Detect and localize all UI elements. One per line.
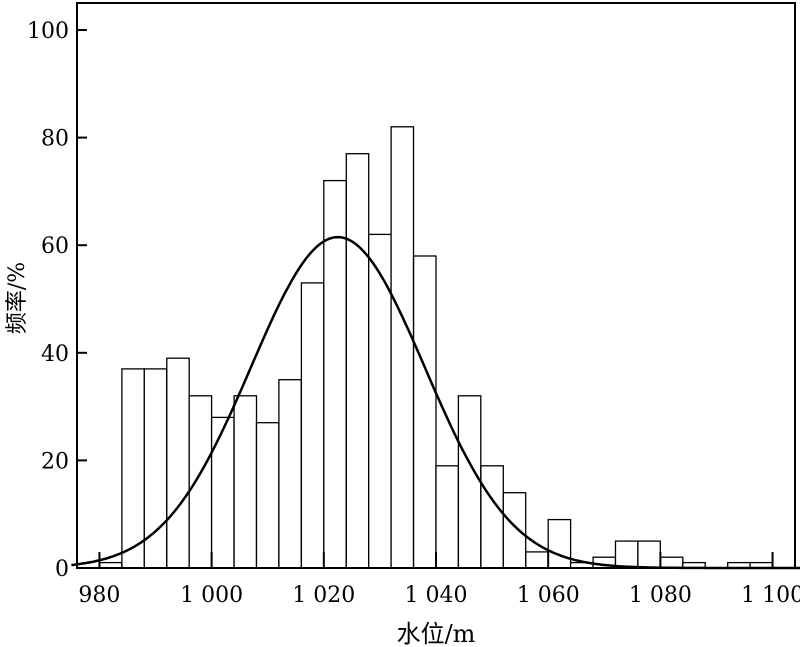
- histogram-bar: [525, 551, 549, 569]
- histogram-bar: [210, 416, 235, 569]
- x-tick-label: 1 080: [629, 583, 692, 608]
- histogram-bar: [255, 422, 280, 569]
- y-tick-label: 20: [41, 449, 69, 474]
- histogram-bar: [390, 126, 415, 569]
- x-tick-label: 1 100: [741, 583, 800, 608]
- histogram-bar: [300, 282, 325, 569]
- histogram-bar: [614, 540, 639, 569]
- bars-group: [98, 126, 774, 569]
- x-axis-label: 水位/m: [397, 620, 476, 647]
- x-tick-label: 980: [78, 583, 120, 608]
- y-tick-label: 40: [41, 342, 69, 367]
- histogram-bar: [502, 492, 527, 569]
- histogram-bar: [345, 153, 370, 569]
- x-tick-label: 1 060: [517, 583, 580, 608]
- histogram-bar: [121, 368, 145, 569]
- histogram-bar: [547, 518, 572, 569]
- histogram-bar: [412, 255, 437, 569]
- y-axis-label: 频率/%: [5, 262, 30, 334]
- histogram-bar: [659, 556, 684, 569]
- histogram-bar: [278, 379, 302, 569]
- histogram-bar: [233, 395, 258, 569]
- histogram-bar: [480, 465, 504, 569]
- histogram-bar: [166, 357, 190, 569]
- histogram-bar: [637, 540, 661, 569]
- y-tick-label: 80: [41, 127, 69, 152]
- x-tick-label: 1 020: [292, 583, 355, 608]
- plot-frame: [76, 2, 796, 569]
- histogram-bar: [188, 395, 213, 569]
- histogram-bar: [435, 465, 460, 569]
- x-tick-labels: 980 1 000 1 020 1 040 1 060 1 080 1 100: [78, 583, 800, 608]
- y-tick-label: 0: [55, 557, 69, 582]
- x-tick-label: 1 040: [405, 583, 468, 608]
- x-tick-label: 1 000: [180, 583, 243, 608]
- y-tick-labels: 0 20 40 60 80 100: [27, 19, 69, 582]
- y-tick-label: 60: [41, 234, 69, 259]
- histogram-bar: [368, 233, 392, 569]
- y-tick-label: 100: [27, 19, 69, 44]
- histogram-bar: [457, 395, 482, 569]
